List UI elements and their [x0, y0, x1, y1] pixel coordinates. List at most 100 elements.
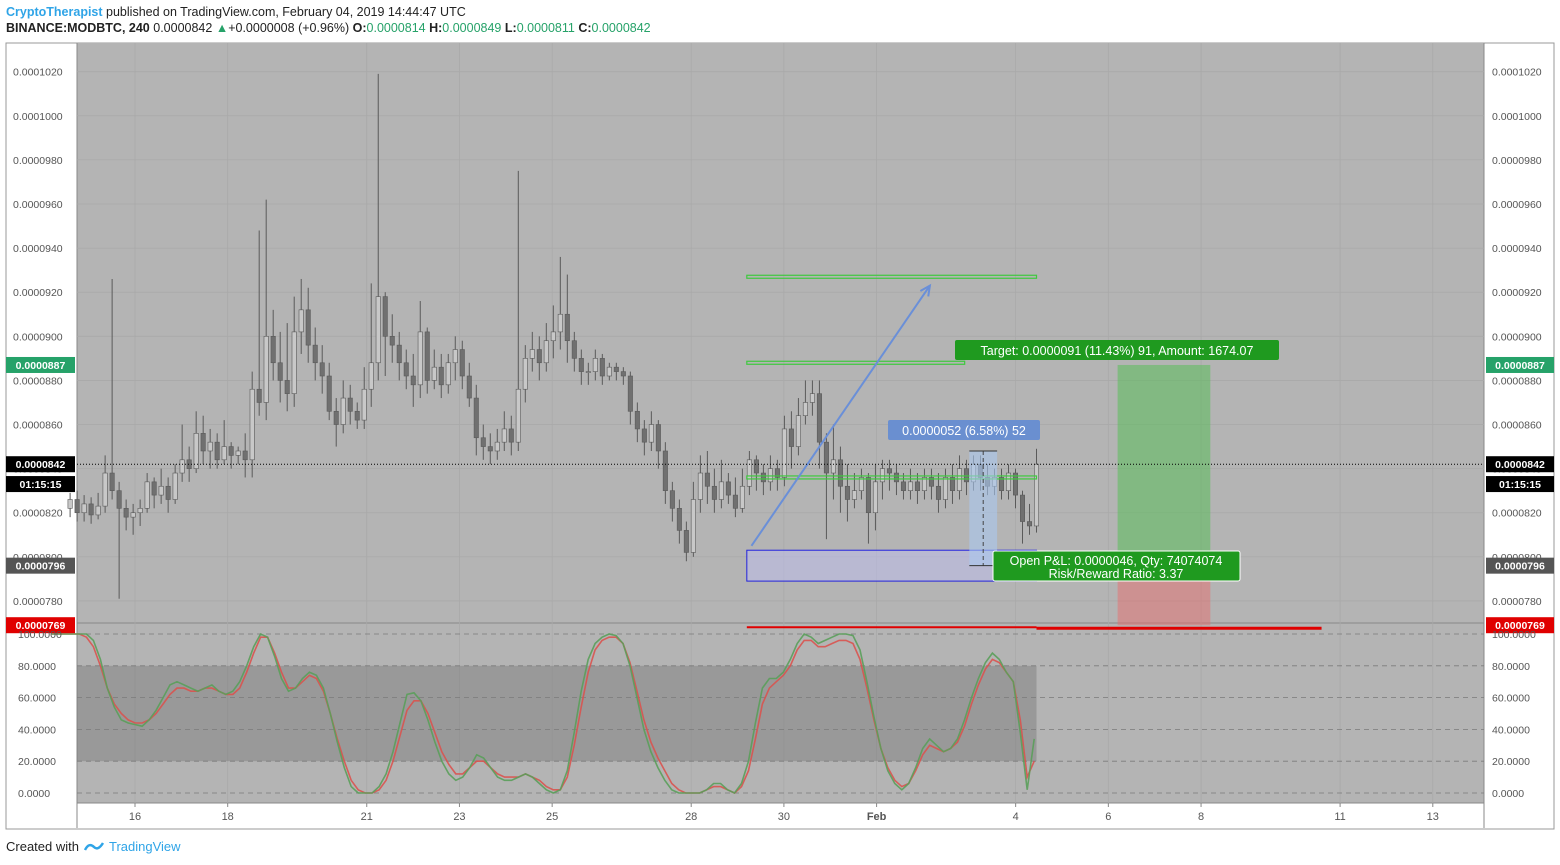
stoch-tick-label-right: 0.0000 — [1492, 788, 1524, 800]
candle-body — [403, 362, 409, 377]
candle — [102, 455, 108, 513]
candle-body — [725, 481, 731, 496]
candle-body — [494, 441, 500, 452]
price-tag-text: 0.0000796 — [1495, 561, 1545, 573]
price-tag-bg — [1486, 476, 1554, 493]
candle — [557, 256, 563, 350]
candle-body — [872, 481, 878, 514]
candle — [109, 278, 115, 500]
candle-body — [123, 508, 129, 518]
candle — [130, 503, 136, 535]
candle — [928, 468, 934, 500]
price-tick-label-left: 0.0000880 — [13, 375, 63, 387]
candle-body — [606, 366, 612, 377]
candle — [123, 499, 129, 531]
candle-body — [676, 508, 682, 531]
tradingview-brand-link[interactable]: TradingView — [108, 839, 181, 854]
stoch-tick-label-right: 40.0000 — [1492, 724, 1530, 736]
candle-body — [487, 446, 493, 452]
time-tick-label: 28 — [685, 811, 697, 823]
candle-body — [207, 441, 213, 452]
candle-body — [480, 437, 486, 447]
candle — [844, 464, 850, 522]
candle — [214, 433, 220, 469]
stoch-tick-label-right: 80.0000 — [1492, 661, 1530, 673]
target-label-text: Target: 0.0000091 (11.43%) 91, Amount: 1… — [981, 344, 1254, 358]
candle — [382, 292, 388, 377]
candle — [298, 278, 304, 354]
target-label-bg — [955, 340, 1279, 360]
candle — [333, 398, 339, 447]
candle — [515, 170, 521, 451]
candle-body — [732, 494, 738, 509]
price-tag-left: 0.0000887 — [6, 356, 75, 373]
measure-label-text: 0.0000052 (6.58%) 52 — [902, 424, 1026, 438]
candle — [662, 442, 668, 504]
candle-body — [1012, 472, 1018, 496]
candle — [263, 199, 269, 421]
candle-body — [802, 402, 808, 416]
candle — [200, 415, 206, 465]
candle — [634, 402, 640, 443]
candle — [963, 459, 969, 496]
candle-body — [1020, 494, 1026, 522]
candle — [207, 428, 213, 469]
symbol-label[interactable]: BINANCE:MODBTC, 240 — [6, 21, 150, 35]
candle-body — [179, 459, 185, 474]
candle-body — [627, 375, 633, 412]
candle — [354, 402, 360, 429]
time-tick-label: 8 — [1198, 811, 1204, 823]
candle-body — [459, 349, 465, 377]
price-tag-right: 0.0000796 — [1486, 557, 1554, 574]
chart-header: CryptoTherapist published on TradingView… — [6, 4, 651, 36]
candle-body — [690, 499, 696, 553]
candle — [914, 473, 920, 504]
candle-body — [256, 388, 262, 403]
stoch-tick-label-left: 20.0000 — [18, 756, 56, 768]
candle-body — [158, 485, 164, 496]
pnl-label: Open P&L: 0.0000046, Qty: 74074074Risk/R… — [992, 550, 1241, 582]
price-tag-right: 0.0000842 — [1486, 456, 1554, 473]
price-tag-bg — [6, 476, 75, 493]
price-tag-left: 0.0000796 — [6, 557, 75, 574]
candle-body — [438, 366, 444, 386]
candle-body — [445, 362, 451, 386]
candle-body — [340, 397, 346, 425]
candle-body — [368, 362, 374, 390]
candle-body — [837, 459, 843, 487]
candle — [536, 336, 542, 381]
candle — [151, 477, 157, 509]
candle — [907, 468, 913, 500]
author-link[interactable]: CryptoTherapist — [6, 5, 103, 19]
candle — [501, 411, 507, 451]
candle-body — [921, 477, 927, 491]
candle-body — [585, 371, 591, 373]
candle-body — [109, 472, 115, 491]
candle — [998, 468, 1004, 500]
candle-body — [774, 468, 780, 478]
time-tick-label: 11 — [1334, 811, 1345, 823]
candle-body — [165, 485, 171, 500]
stoch-tick-label-left: 60.0000 — [18, 693, 56, 705]
candle — [746, 450, 752, 496]
candle-body — [312, 344, 318, 364]
candle — [564, 274, 570, 363]
price-tag-text: 0.0000769 — [1495, 620, 1545, 632]
candle-body — [291, 331, 297, 394]
candle — [424, 327, 430, 394]
candle — [396, 331, 402, 381]
price-tag-text: 01:15:15 — [1499, 479, 1541, 491]
candle — [648, 411, 654, 451]
candle — [88, 497, 94, 524]
candle-body — [858, 477, 864, 491]
price-tag-text: 0.0000842 — [1495, 459, 1545, 471]
candle-body — [172, 472, 178, 500]
tradingview-logo-icon — [83, 841, 105, 851]
stoch-tick-label-left: 0.0000 — [18, 788, 50, 800]
candle — [753, 455, 759, 491]
price-tag-left: 01:15:15 — [6, 476, 75, 493]
candle — [480, 424, 486, 460]
time-tick-label: 13 — [1427, 811, 1439, 823]
candle — [704, 450, 710, 504]
